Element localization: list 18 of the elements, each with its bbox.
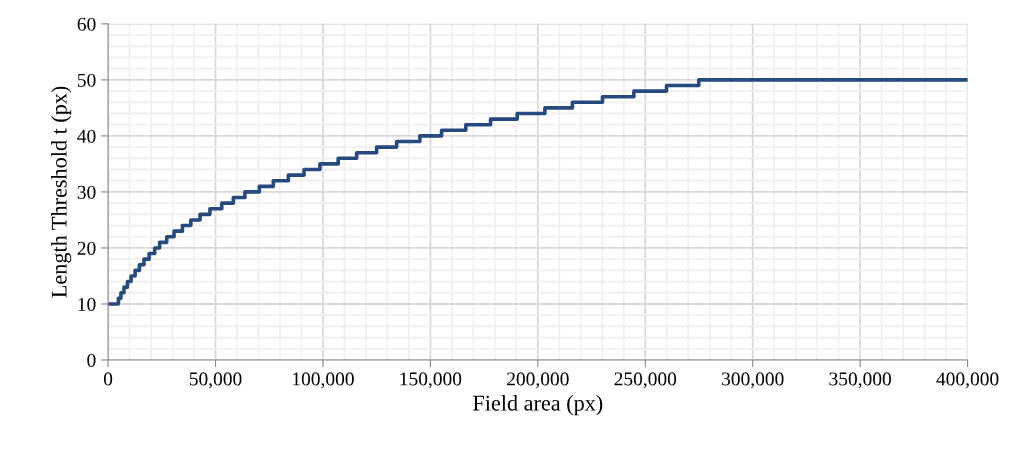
x-tick-label: 100,000 [293, 372, 354, 389]
x-tick-label: 350,000 [829, 372, 891, 389]
x-tick-label: 150,000 [400, 372, 462, 389]
x-tick-label: 250,000 [614, 372, 677, 389]
y-axis-title: Length Threshold t (px) [51, 86, 72, 298]
y-tick-label: 60 [77, 17, 96, 31]
y-tick-label: 40 [77, 129, 96, 143]
y-tick-label: 10 [78, 297, 96, 311]
y-tick-label: 20 [77, 241, 96, 255]
x-tick-label: 300,000 [722, 372, 784, 389]
x-axis-title: Field area (px) [473, 394, 603, 416]
y-tick-label: 30 [77, 185, 96, 199]
x-tick-label: 200,000 [507, 372, 569, 389]
x-tick-label: 400,000 [936, 372, 999, 389]
x-tick-label: 0 [103, 372, 113, 386]
x-tick-label: 50,000 [189, 372, 242, 389]
y-tick-label: 50 [77, 73, 96, 87]
y-tick-label: 0 [87, 353, 96, 367]
